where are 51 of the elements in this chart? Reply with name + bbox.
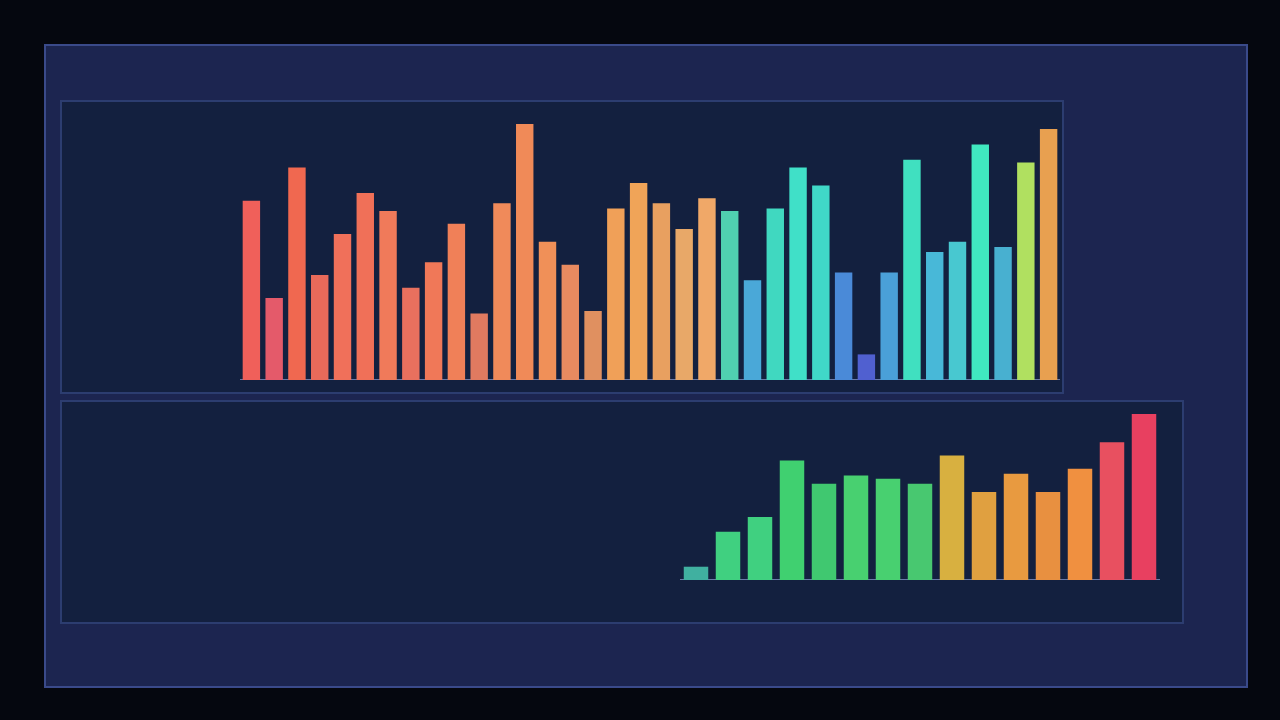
- bar: [743, 280, 762, 380]
- bar: [811, 483, 837, 580]
- bar: [652, 203, 671, 380]
- bar: [834, 272, 853, 380]
- bar: [242, 200, 261, 380]
- bar: [493, 203, 511, 380]
- bar: [1003, 473, 1029, 580]
- bar: [311, 275, 329, 380]
- bar: [715, 531, 741, 580]
- bar: [971, 144, 989, 380]
- bar: [948, 241, 967, 380]
- bar: [880, 272, 898, 380]
- bar: [1035, 492, 1061, 580]
- bar: [356, 193, 374, 380]
- bar: [779, 460, 805, 580]
- bar: [675, 228, 693, 380]
- bar: [402, 287, 420, 380]
- bar: [1039, 129, 1058, 380]
- bar: [288, 167, 306, 380]
- bar: [447, 223, 466, 380]
- bar: [789, 167, 807, 380]
- bar: [994, 246, 1012, 380]
- bar: [843, 475, 869, 580]
- bar: [584, 310, 602, 380]
- bar: [1017, 162, 1035, 380]
- bar: [698, 198, 716, 380]
- bar: [1067, 468, 1093, 580]
- bar: [265, 298, 283, 380]
- bar: [766, 208, 784, 380]
- bar: [561, 264, 579, 380]
- bar: [1099, 442, 1125, 580]
- bar: [939, 455, 965, 580]
- bar: [538, 241, 557, 380]
- bar: [971, 492, 997, 580]
- bar: [907, 483, 933, 580]
- bar: [747, 516, 773, 580]
- bar: [516, 124, 534, 380]
- bar: [683, 566, 709, 580]
- bar: [812, 185, 830, 380]
- bar: [424, 262, 443, 380]
- bar: [629, 182, 648, 380]
- bar: [875, 478, 901, 580]
- bar: [1131, 414, 1157, 580]
- bar: [379, 211, 397, 380]
- bar: [926, 252, 944, 380]
- bar: [607, 208, 625, 380]
- bar: [333, 234, 352, 380]
- bar: [721, 211, 739, 380]
- bar: [903, 159, 921, 380]
- bar: [470, 313, 488, 380]
- bar: [857, 354, 876, 380]
